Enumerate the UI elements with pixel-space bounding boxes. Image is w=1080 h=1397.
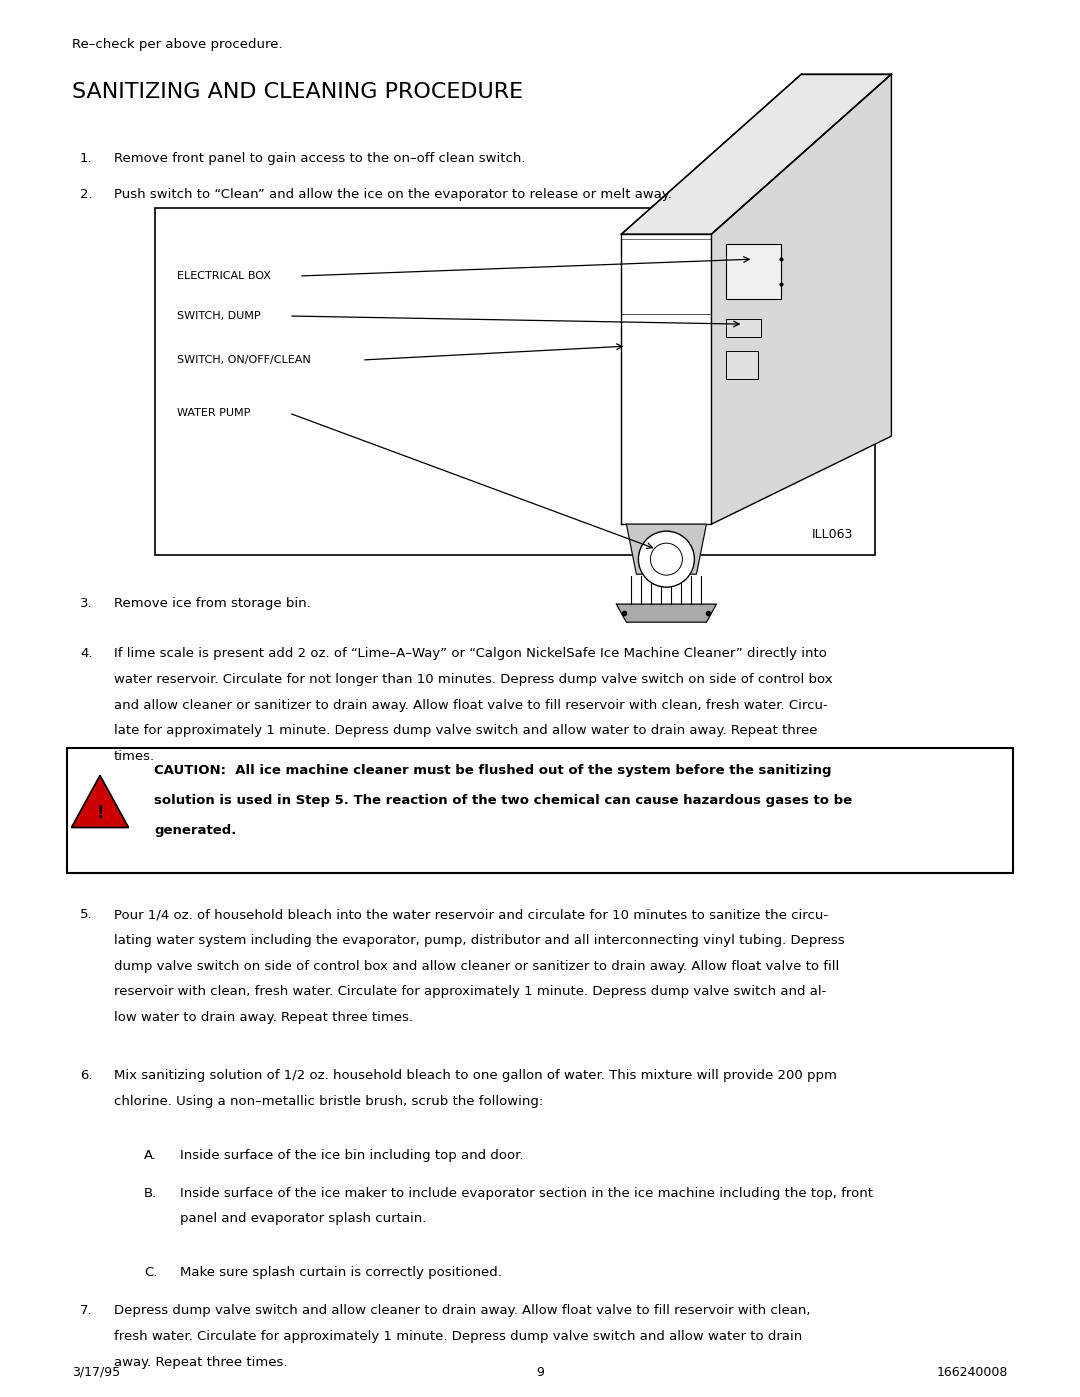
Polygon shape xyxy=(71,775,129,827)
Text: 6.: 6. xyxy=(80,1069,93,1083)
Text: 5.: 5. xyxy=(80,908,93,921)
Text: Remove front panel to gain access to the on–off clean switch.: Remove front panel to gain access to the… xyxy=(114,152,526,165)
Text: !: ! xyxy=(96,803,104,821)
Bar xyxy=(67,747,1013,873)
Text: Make sure splash curtain is correctly positioned.: Make sure splash curtain is correctly po… xyxy=(180,1266,502,1280)
Text: 3/17/95: 3/17/95 xyxy=(72,1365,120,1379)
Text: 1.: 1. xyxy=(80,152,93,165)
Polygon shape xyxy=(626,524,706,574)
Text: water reservoir. Circulate for not longer than 10 minutes. Depress dump valve sw: water reservoir. Circulate for not longe… xyxy=(114,673,833,686)
Text: C.: C. xyxy=(144,1266,158,1280)
Text: lating water system including the evaporator, pump, distributor and all intercon: lating water system including the evapor… xyxy=(114,933,845,947)
Text: solution is used in Step 5. The reaction of the two chemical can cause hazardous: solution is used in Step 5. The reaction… xyxy=(154,793,852,807)
Text: WATER PUMP: WATER PUMP xyxy=(177,408,251,418)
Text: SWITCH, ON/OFF/CLEAN: SWITCH, ON/OFF/CLEAN xyxy=(177,355,311,365)
Text: times.: times. xyxy=(114,750,156,763)
Text: Inside surface of the ice bin including top and door.: Inside surface of the ice bin including … xyxy=(180,1148,524,1161)
Polygon shape xyxy=(621,74,891,235)
Text: Remove ice from storage bin.: Remove ice from storage bin. xyxy=(114,597,311,610)
Text: 7.: 7. xyxy=(80,1305,93,1317)
Text: Re–check per above procedure.: Re–check per above procedure. xyxy=(72,38,283,52)
Text: away. Repeat three times.: away. Repeat three times. xyxy=(114,1356,287,1369)
Text: ELECTRICAL BOX: ELECTRICAL BOX xyxy=(177,271,271,281)
Text: CAUTION:  All ice machine cleaner must be flushed out of the system before the s: CAUTION: All ice machine cleaner must be… xyxy=(154,764,832,777)
Text: Inside surface of the ice maker to include evaporator section in the ice machine: Inside surface of the ice maker to inclu… xyxy=(180,1186,873,1200)
Text: Depress dump valve switch and allow cleaner to drain away. Allow float valve to : Depress dump valve switch and allow clea… xyxy=(114,1305,810,1317)
Text: dump valve switch on side of control box and allow cleaner or sanitizer to drain: dump valve switch on side of control box… xyxy=(114,960,839,972)
Text: late for approximately 1 minute. Depress dump valve switch and allow water to dr: late for approximately 1 minute. Depress… xyxy=(114,725,818,738)
Text: 4.: 4. xyxy=(80,647,93,659)
Text: If lime scale is present add 2 oz. of “Lime–A–Way” or “Calgon NickelSafe Ice Mac: If lime scale is present add 2 oz. of “L… xyxy=(114,647,827,659)
Text: generated.: generated. xyxy=(154,824,237,837)
Text: and allow cleaner or sanitizer to drain away. Allow float valve to fill reservoi: and allow cleaner or sanitizer to drain … xyxy=(114,698,827,711)
Text: Push switch to “Clean” and allow the ice on the evaporator to release or melt aw: Push switch to “Clean” and allow the ice… xyxy=(114,189,672,201)
Bar xyxy=(727,351,758,379)
Text: A.: A. xyxy=(144,1148,157,1161)
Text: SANITIZING AND CLEANING PROCEDURE: SANITIZING AND CLEANING PROCEDURE xyxy=(72,82,523,102)
Text: low water to drain away. Repeat three times.: low water to drain away. Repeat three ti… xyxy=(114,1011,413,1024)
Text: reservoir with clean, fresh water. Circulate for approximately 1 minute. Depress: reservoir with clean, fresh water. Circu… xyxy=(114,985,826,999)
Bar xyxy=(727,319,761,337)
Circle shape xyxy=(638,531,694,587)
Text: B.: B. xyxy=(144,1186,158,1200)
Text: 3.: 3. xyxy=(80,597,93,610)
Bar xyxy=(727,244,782,299)
Text: Mix sanitizing solution of 1/2 oz. household bleach to one gallon of water. This: Mix sanitizing solution of 1/2 oz. house… xyxy=(114,1069,837,1083)
Text: fresh water. Circulate for approximately 1 minute. Depress dump valve switch and: fresh water. Circulate for approximately… xyxy=(114,1330,802,1343)
Text: ILL063: ILL063 xyxy=(812,528,853,542)
Polygon shape xyxy=(617,604,716,622)
Text: 2.: 2. xyxy=(80,189,93,201)
Text: panel and evaporator splash curtain.: panel and evaporator splash curtain. xyxy=(180,1213,427,1225)
Text: Pour 1/4 oz. of household bleach into the water reservoir and circulate for 10 m: Pour 1/4 oz. of household bleach into th… xyxy=(114,908,828,921)
Bar xyxy=(156,208,875,555)
Text: 166240008: 166240008 xyxy=(936,1365,1008,1379)
Text: SWITCH, DUMP: SWITCH, DUMP xyxy=(177,312,260,321)
Polygon shape xyxy=(712,74,891,524)
Text: 9: 9 xyxy=(536,1365,544,1379)
Text: chlorine. Using a non–metallic bristle brush, scrub the following:: chlorine. Using a non–metallic bristle b… xyxy=(114,1095,543,1108)
